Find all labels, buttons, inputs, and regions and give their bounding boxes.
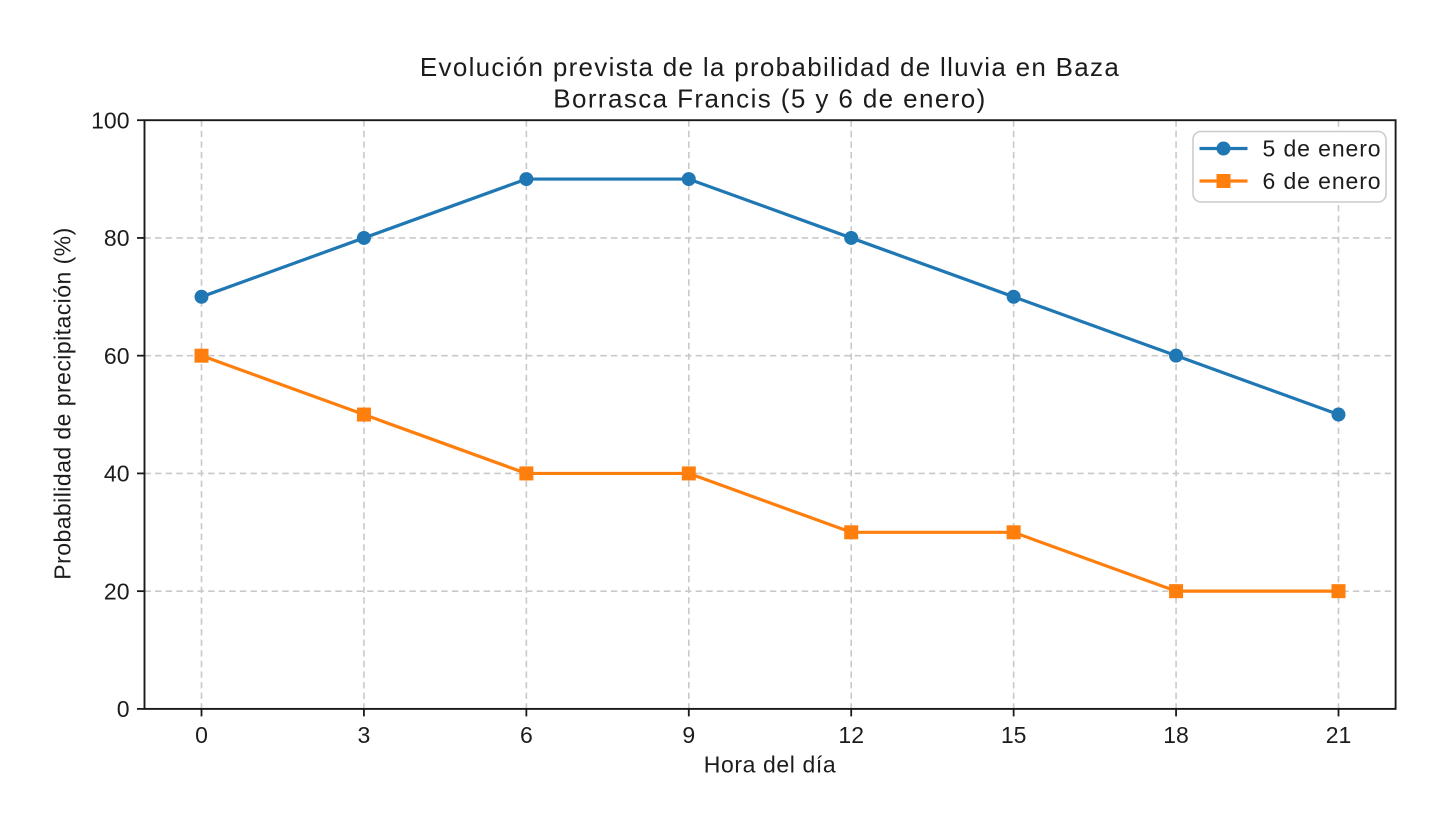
svg-text:0: 0 <box>195 722 208 748</box>
svg-text:Borrasca Francis (5 y 6 de ene: Borrasca Francis (5 y 6 de enero) <box>553 84 986 114</box>
svg-text:Evolución prevista de la proba: Evolución prevista de la probabilidad de… <box>420 52 1120 82</box>
svg-text:9: 9 <box>682 722 695 748</box>
svg-text:0: 0 <box>117 696 130 722</box>
svg-text:40: 40 <box>104 461 130 487</box>
svg-text:6 de enero: 6 de enero <box>1263 168 1382 194</box>
svg-text:Hora del día: Hora del día <box>704 751 837 777</box>
svg-text:12: 12 <box>838 722 864 748</box>
svg-text:6: 6 <box>520 722 533 748</box>
svg-text:18: 18 <box>1163 722 1189 748</box>
svg-text:80: 80 <box>104 225 130 251</box>
svg-text:60: 60 <box>104 343 130 369</box>
svg-text:15: 15 <box>1001 722 1027 748</box>
svg-text:5 de enero: 5 de enero <box>1263 136 1382 162</box>
svg-text:Probabilidad de precipitación: Probabilidad de precipitación (%) <box>50 227 76 579</box>
svg-text:21: 21 <box>1326 722 1352 748</box>
svg-text:20: 20 <box>104 578 130 604</box>
svg-text:100: 100 <box>91 107 129 133</box>
svg-text:3: 3 <box>358 722 371 748</box>
